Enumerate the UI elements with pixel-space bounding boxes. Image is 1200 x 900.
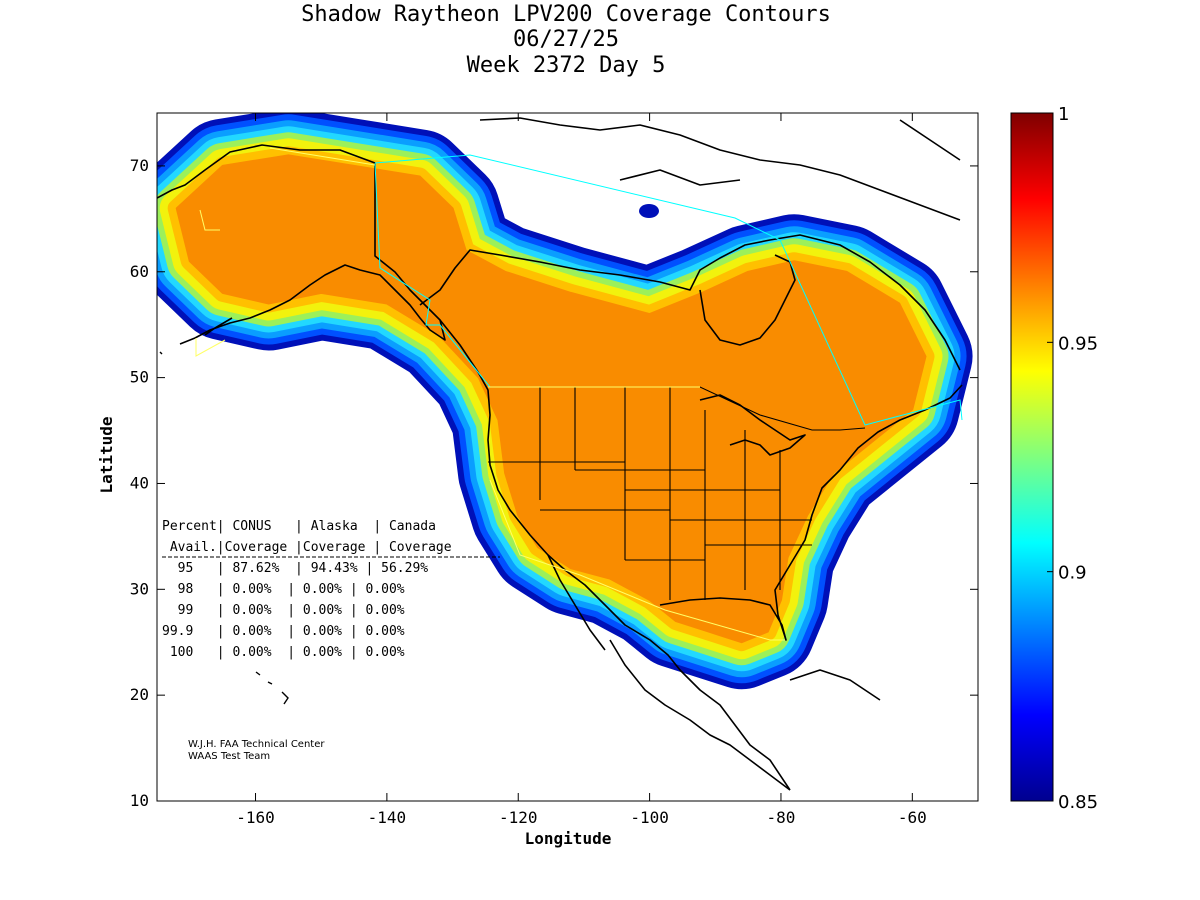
great-lakes <box>699 394 806 456</box>
table-row: 99 | 0.00% | 0.00% | 0.00% <box>162 603 405 618</box>
x-tick-label: -160 <box>236 808 275 827</box>
y-tick-label: 40 <box>130 473 149 492</box>
coast-gulf-east <box>659 384 963 641</box>
hudson-bay <box>699 254 796 346</box>
x-tick-label: -100 <box>630 808 669 827</box>
state-lines-horizontal <box>488 461 812 561</box>
x-axis-ticks: -160 -140 -120 -100 -80 -60 <box>236 113 927 827</box>
service-area-conus <box>488 386 785 641</box>
x-axis-label: Longitude <box>525 829 612 848</box>
x-tick-label: -120 <box>499 808 538 827</box>
coast-canada-north <box>419 234 961 371</box>
y-tick-label: 10 <box>130 791 149 810</box>
colorbar-tick-label: 1 <box>1058 104 1069 125</box>
colorbar: 0.85 0.9 0.95 1 <box>1010 104 1098 813</box>
coastlines <box>157 117 963 791</box>
plot-frame <box>156 112 979 802</box>
coast-central-america <box>609 639 881 791</box>
y-tick-label: 60 <box>130 262 149 281</box>
y-tick-label: 70 <box>130 156 149 175</box>
coverage-island-hudson <box>639 204 659 218</box>
colorbar-ticks: 0.85 0.9 0.95 1 <box>1047 104 1098 813</box>
service-area-canada <box>374 154 963 426</box>
colorbar-tick-label: 0.9 <box>1058 563 1087 584</box>
service-areas <box>195 147 963 641</box>
table-row: 95 | 87.62% | 94.43% | 56.29% <box>162 561 428 576</box>
x-tick-label: -140 <box>368 808 407 827</box>
hawaii-islands <box>159 351 289 705</box>
title-line-1: Shadow Raytheon LPV200 Coverage Contours <box>301 2 831 27</box>
baja-peninsula <box>547 554 606 651</box>
credit-line-1: W.J.H. FAA Technical Center <box>188 739 325 750</box>
hawaii-island-2 <box>267 681 273 685</box>
title-line-2: 06/27/25 <box>513 27 619 52</box>
y-axis-label: Latitude <box>97 416 116 493</box>
colorbar-gradient <box>1010 112 1054 802</box>
y-axis-ticks: 10 20 30 40 50 60 70 <box>130 156 978 810</box>
x-tick-label: -60 <box>898 808 927 827</box>
table-row: 98 | 0.00% | 0.00% | 0.00% <box>162 582 405 597</box>
arctic-islands <box>479 117 961 221</box>
colorbar-tick-label: 0.95 <box>1058 333 1098 354</box>
coast-alaska <box>157 144 446 345</box>
title-line-3: Week 2372 Day 5 <box>467 53 666 78</box>
y-tick-label: 30 <box>130 579 149 598</box>
x-tick-label: -80 <box>767 808 796 827</box>
hawaii-island-3 <box>281 691 289 705</box>
state-lines-vertical <box>539 387 781 600</box>
y-tick-label: 20 <box>130 685 149 704</box>
credit-line-2: WAAS Test Team <box>188 751 270 762</box>
aleutian-dot <box>159 351 163 355</box>
table-header-2: Avail.|Coverage |Coverage | Coverage <box>162 540 452 555</box>
coverage-table: Percent| CONUS | Alaska | Canada Avail.|… <box>162 519 500 660</box>
y-tick-label: 50 <box>130 368 149 387</box>
colorbar-tick-label: 0.85 <box>1058 792 1098 813</box>
hawaii-island-1 <box>255 671 261 676</box>
table-header-1: Percent| CONUS | Alaska | Canada <box>162 519 436 534</box>
map-plot: Percent| CONUS | Alaska | Canada Avail.|… <box>157 113 978 801</box>
service-area-alaska <box>195 147 376 357</box>
table-row: 99.9 | 0.00% | 0.00% | 0.00% <box>162 624 405 639</box>
coast-west <box>439 319 791 791</box>
table-row: 100 | 0.00% | 0.00% | 0.00% <box>162 645 405 660</box>
